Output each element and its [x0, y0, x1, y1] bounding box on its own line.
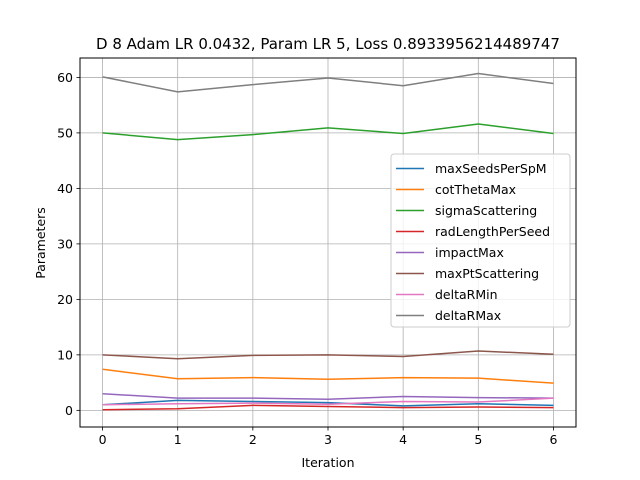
y-tick-label: 0	[65, 403, 73, 418]
y-axis-ticks: 0 10 20 30 40 50 60	[57, 70, 80, 418]
x-axis-ticks: 0 1 2 3 4 5 6	[99, 427, 557, 447]
y-tick-label: 30	[57, 236, 73, 251]
x-axis-label: Iteration	[301, 455, 354, 470]
x-tick-label: 5	[474, 432, 482, 447]
chart-title: D 8 Adam LR 0.0432, Param LR 5, Loss 0.8…	[96, 35, 560, 53]
series-line-radLengthPerSeed	[102, 404, 554, 411]
legend-label-radLengthPerSeed: radLengthPerSeed	[435, 224, 550, 239]
x-tick-label: 6	[549, 432, 557, 447]
legend-label-impactMax: impactMax	[435, 245, 504, 260]
y-tick-label: 20	[57, 292, 73, 307]
y-tick-label: 50	[57, 125, 73, 140]
legend-label-maxPtScattering: maxPtScattering	[435, 266, 539, 281]
y-tick-label: 60	[57, 70, 73, 85]
series-line-cotThetaMax	[102, 368, 554, 384]
legend-label-cotThetaMax: cotThetaMax	[435, 182, 516, 197]
series-line-deltaRMax	[102, 72, 554, 93]
series-line-sigmaScattering	[102, 123, 554, 141]
series-line-deltaRMin	[102, 397, 554, 406]
y-tick-label: 10	[57, 347, 73, 362]
x-tick-label: 2	[249, 432, 257, 447]
x-tick-label: 1	[174, 432, 182, 447]
series-line-maxPtScattering	[102, 350, 554, 360]
y-tick-label: 40	[57, 181, 73, 196]
x-tick-label: 3	[324, 432, 332, 447]
legend: maxSeedsPerSpM cotThetaMax sigmaScattering…	[390, 153, 571, 328]
y-axis-label: Parameters	[33, 207, 48, 279]
series-lines	[102, 72, 554, 411]
x-tick-label: 4	[399, 432, 407, 447]
x-tick-label: 0	[99, 432, 107, 447]
legend-label-deltaRMin: deltaRMin	[435, 287, 498, 302]
legend-label-deltaRMax: deltaRMax	[435, 308, 501, 323]
series-line-impactMax	[102, 392, 554, 401]
legend-box	[390, 153, 571, 328]
legend-label-maxSeedsPerSpM: maxSeedsPerSpM	[435, 161, 547, 176]
legend-label-sigmaScattering: sigmaScattering	[435, 203, 537, 218]
series-line-maxSeedsPerSpM	[102, 399, 554, 407]
